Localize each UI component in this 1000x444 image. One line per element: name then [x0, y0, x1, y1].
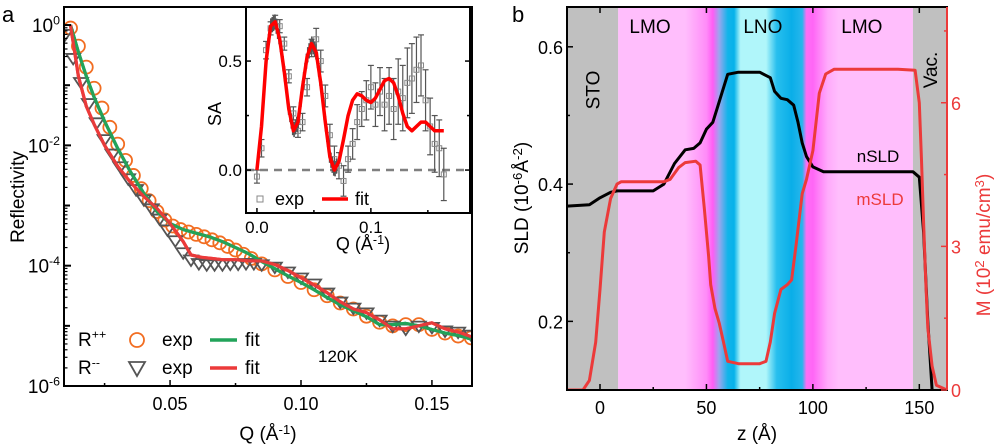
inset-data-point [358, 106, 365, 113]
y-tick-label: 100 [32, 13, 60, 37]
layer-regions [567, 7, 947, 390]
region-label-vac: Vac. [921, 52, 942, 89]
x-tick-label: 100 [798, 398, 828, 418]
y-tick-label: 0.2 [538, 312, 563, 332]
inset-x-tick-label: 0.0 [245, 218, 269, 237]
region-label-lmo: LMO [629, 17, 670, 38]
inset-data-point [381, 101, 388, 108]
x-tick-label: 0.15 [414, 394, 449, 414]
y-tick-label: 10-2 [28, 134, 60, 158]
right-y-tick-label: 3 [951, 237, 961, 257]
data-point-rpp [141, 193, 157, 209]
inset-data-point [340, 177, 347, 184]
inset-data-point [422, 97, 429, 104]
region-label-lno: LNO [743, 17, 782, 38]
nSLD-label: nSLD [857, 147, 900, 166]
temperature-annotation: 120K [318, 347, 358, 366]
data-point-rmm [174, 247, 192, 261]
legend-exp-label: exp [162, 330, 193, 351]
inset-axes: 0.0 0.1 0.0 0.5 [218, 52, 470, 237]
inset-frame [245, 6, 471, 214]
right-y-tick-label: 0 [951, 381, 961, 401]
legend-fit-label: fit [245, 358, 261, 379]
region-vac [912, 7, 947, 390]
panel-b-right-y-axis-label: M (102 emu/cm3) [972, 174, 995, 317]
inset-data-point [299, 119, 306, 126]
panel-a-y-axis-label: Reflectivity [8, 151, 29, 243]
panel-b-axes: 0 50 100 150 0.2 0.4 0.6 0 3 6 [538, 7, 961, 418]
inset-data-point [354, 119, 361, 126]
inset-legend-fit-label: fit [355, 189, 369, 209]
inset-data-point [404, 79, 411, 86]
y-tick-label: 0.4 [538, 175, 563, 195]
panel-a-plot-area [64, 20, 472, 346]
layer-band-gradient [618, 7, 913, 390]
panel-a: a 0.05 0.10 0.15 100 10-2 10-4 10-6 Reflectivi… [2, 2, 473, 444]
inset-y-tick-label: 0.5 [218, 52, 242, 71]
region-label-lmo: LMO [841, 17, 882, 38]
inset-legend-square-marker [256, 195, 264, 203]
inset-data-point [253, 173, 260, 180]
x-tick-label: 150 [904, 398, 934, 418]
data-point-rmm [64, 28, 74, 42]
panel-b-y-axis-label: SLD (10-6Å-2) [510, 142, 533, 254]
x-tick-label: 0.10 [283, 394, 318, 414]
layer-region-labels: STO LMO LNO LMO Vac. [584, 17, 942, 109]
legend-label-rmm: R-- [78, 355, 100, 379]
panel-b-x-axis-label: z (Å) [737, 424, 777, 444]
legend-fit-label: fit [245, 330, 261, 351]
inset-data-point [408, 75, 415, 82]
nSLD-profile-line [567, 70, 934, 390]
inset-fit-line [255, 20, 444, 172]
inset-data-point [390, 106, 397, 113]
panel-a-axes: 0.05 0.10 0.15 100 10-2 10-4 10-6 [28, 13, 450, 414]
y-tick-label: 0.6 [538, 38, 563, 58]
right-y-tick-label: 6 [951, 94, 961, 114]
data-point-rpp [118, 153, 133, 168]
legend-exp-label: exp [162, 358, 193, 379]
data-point-rmm [119, 173, 137, 187]
panel-a-legend: R++ exp fit R-- exp fit [78, 327, 261, 379]
panel-b-plot-area [567, 67, 947, 390]
mSLD-profile-line [567, 67, 947, 390]
inset-x-axis-label: Q (Å-1) [336, 233, 390, 254]
inset-legend: exp fit [256, 189, 369, 209]
legend-marker-triangle [127, 361, 147, 378]
inset-data-point [304, 84, 311, 91]
y-tick-label: 10-6 [28, 374, 60, 398]
inset-data-point [413, 66, 420, 73]
data-point-rmm [166, 235, 184, 249]
x-tick-label: 0.05 [153, 394, 188, 414]
x-tick-label: 0 [595, 398, 605, 418]
mSLD-label: mSLD [856, 190, 903, 209]
inset-data-point [386, 92, 393, 99]
panel-label-a: a [2, 2, 15, 27]
panel-label-b: b [512, 2, 524, 27]
data-point-rmm [72, 77, 90, 91]
inset-data-point [372, 101, 379, 108]
fit-line-overlay [68, 24, 472, 339]
legend-marker-circle [129, 332, 145, 348]
inset-data-point [367, 84, 374, 91]
inset-x-tick-label: 0.1 [359, 218, 383, 237]
x-tick-label: 50 [696, 398, 716, 418]
inset-y-tick-label: 0.0 [218, 161, 242, 180]
legend-label-rpp: R++ [78, 327, 106, 351]
region-label-sto: STO [584, 71, 605, 110]
inset-data-point [440, 171, 447, 178]
data-point-rmm [158, 224, 177, 238]
inset-legend-exp-label: exp [275, 189, 304, 209]
inset-data-point [349, 140, 356, 147]
panel-b-line-labels: nSLD mSLD [856, 147, 903, 209]
inset-data-point [431, 140, 438, 147]
inset-y-axis-label: SA [205, 102, 225, 126]
panel-b: b 0 50 100 150 0.2 0.4 0.6 0 3 6 STO LMO LNO LMO Vac.… [510, 2, 995, 444]
inset-plot-area [246, 14, 470, 202]
panel-a-x-axis-label: Q (Å-1) [239, 422, 296, 444]
panel-a-inset: 0.0 0.1 0.0 0.5 SA Q (Å-1) exp fit [205, 6, 471, 254]
inset-data-point [418, 62, 425, 69]
y-tick-label: 10-4 [28, 254, 60, 278]
